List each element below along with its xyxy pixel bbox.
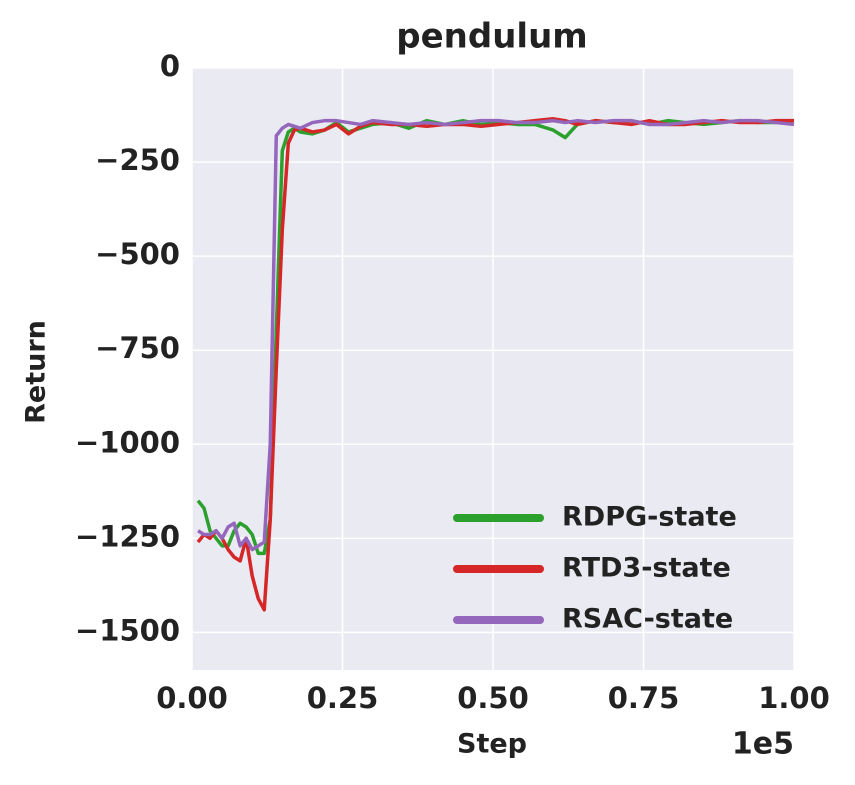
x-tick-label: 1.00 xyxy=(758,681,830,715)
legend-label: RDPG-state xyxy=(562,502,737,533)
y-tick-label: 0 xyxy=(160,49,180,83)
x-tick-label: 0.00 xyxy=(156,681,228,715)
x-tick-label: 0.25 xyxy=(307,681,379,715)
y-tick-label: −1250 xyxy=(75,519,180,553)
y-tick-label: −1000 xyxy=(75,425,180,459)
chart-title: pendulum xyxy=(396,17,587,57)
legend-label: RTD3-state xyxy=(562,553,731,584)
y-tick-label: −750 xyxy=(95,331,180,365)
y-tick-label: −250 xyxy=(95,143,180,177)
y-tick-label: −500 xyxy=(95,237,180,271)
x-tick-label: 0.75 xyxy=(608,681,680,715)
x-offset-label: 1e5 xyxy=(732,727,794,762)
line xyxy=(197,118,795,552)
legend-label: RSAC-state xyxy=(562,604,733,635)
x-axis-label: Step xyxy=(457,729,527,760)
y-axis-label: Return xyxy=(21,320,52,424)
y-tick-label: −1500 xyxy=(75,613,180,647)
x-tick-label: 0.50 xyxy=(457,681,529,715)
